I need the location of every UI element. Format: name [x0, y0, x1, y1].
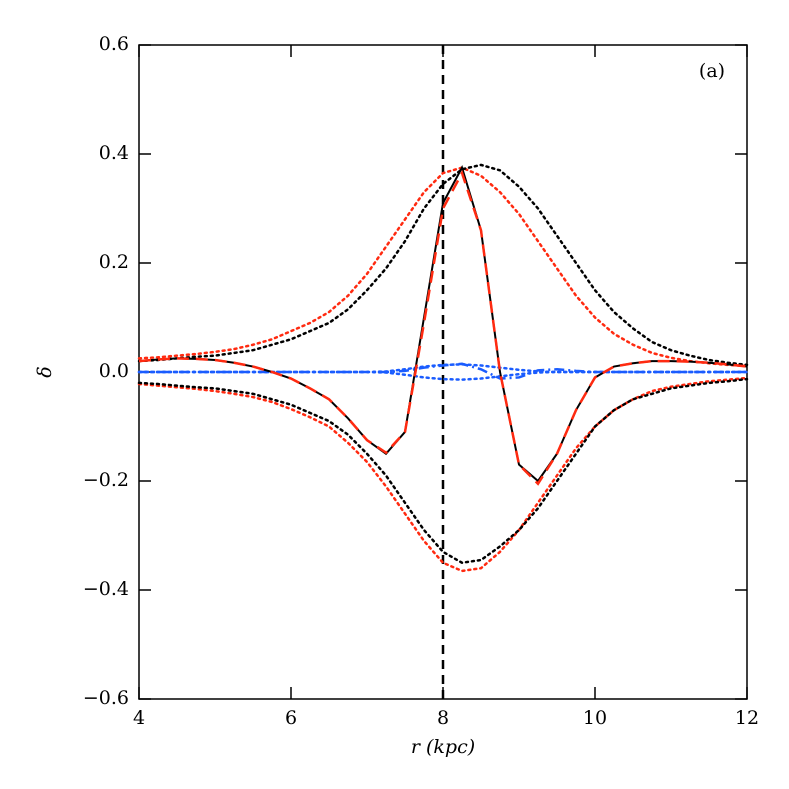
series-line [139, 362, 747, 380]
x-tick-label: 4 [133, 707, 145, 729]
series-line [137, 166, 749, 368]
y-tick-label: 0.0 [99, 360, 129, 382]
y-tick-label: 0.6 [99, 33, 129, 55]
y-tick-label: −0.6 [83, 687, 129, 709]
y-axis-label: δ [34, 366, 56, 377]
panel-label: (a) [699, 60, 725, 82]
series-line [137, 376, 749, 573]
x-tick-label: 6 [285, 707, 297, 729]
series-line [137, 163, 749, 367]
x-axis-label: r (kpc) [411, 736, 475, 758]
y-tick-label: −0.4 [83, 578, 129, 600]
y-tick-label: −0.2 [83, 469, 129, 491]
x-tick-label: 10 [583, 707, 607, 729]
y-tick-label: 0.4 [99, 142, 129, 164]
x-tick-label: 8 [437, 707, 449, 729]
x-tick-label: 12 [735, 707, 759, 729]
series-line [138, 169, 748, 486]
y-tick-label: 0.2 [99, 251, 129, 273]
series-line [137, 377, 749, 565]
